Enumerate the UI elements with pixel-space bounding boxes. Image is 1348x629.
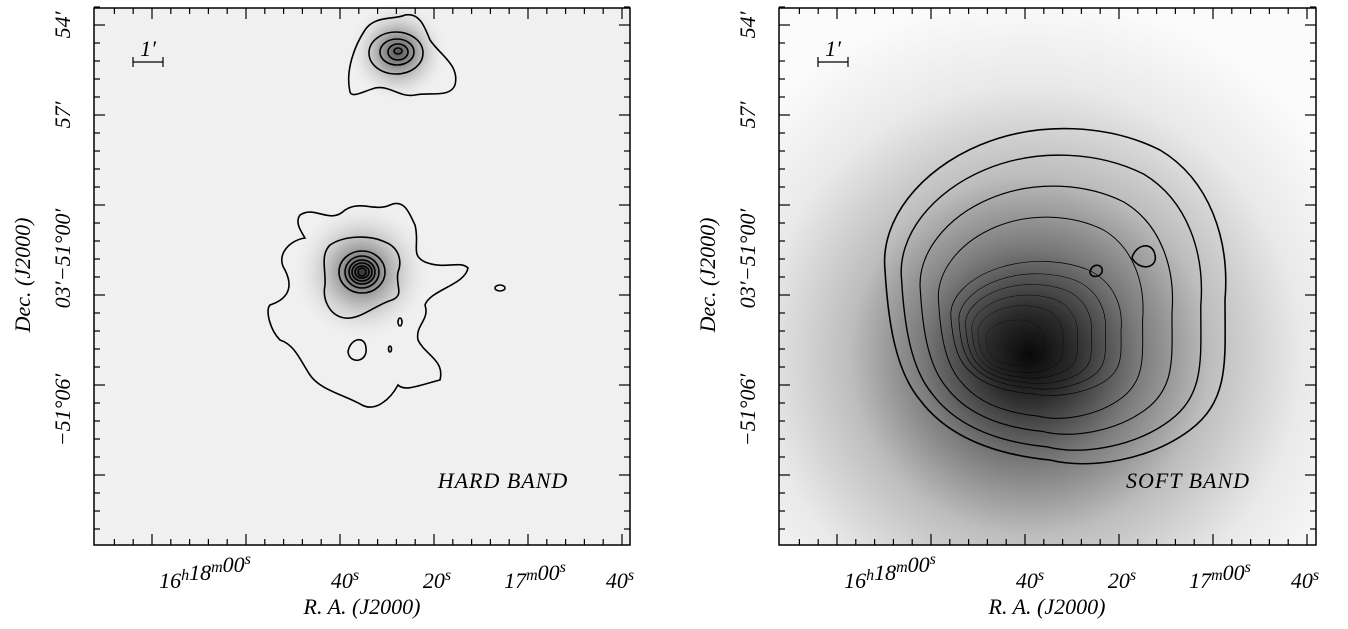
label-sup: s xyxy=(628,567,634,584)
label-sup: m xyxy=(1211,567,1223,584)
x-tick-label: 16h18m00s xyxy=(844,551,936,593)
label-sup: s xyxy=(245,551,251,568)
band-label: SOFT BAND xyxy=(1126,468,1250,493)
y-tick-label: 54′ xyxy=(735,10,760,38)
y-tick-label: −51°06′ xyxy=(735,373,760,447)
label-part: 20 xyxy=(1108,568,1130,593)
label-part: 40 xyxy=(331,568,353,593)
label-sup: s xyxy=(1130,567,1136,584)
scale-bar-label: 1′ xyxy=(140,36,157,61)
label-part: 17 xyxy=(1189,568,1212,593)
figure: 54′57′−51°00′03′−51°06′Dec. (J2000)16h18… xyxy=(0,0,1348,629)
label-sup: s xyxy=(930,551,936,568)
label-part: 00 xyxy=(1223,560,1245,585)
x-tick-label: 20s xyxy=(423,567,451,593)
x-tick-label: 40s xyxy=(331,567,359,593)
x-tick-label: 40s xyxy=(606,567,634,593)
label-part: 17 xyxy=(504,568,527,593)
label-sup: m xyxy=(526,567,538,584)
label-part: 40 xyxy=(1016,568,1038,593)
label-sup: h xyxy=(866,567,874,584)
y-tick-label: 57′ xyxy=(50,100,75,128)
label-part: 40 xyxy=(1291,568,1313,593)
y-tick-label: 54′ xyxy=(50,10,75,38)
x-tick-label: 16h18m00s xyxy=(159,551,251,593)
x-axis-title: R. A. (J2000) xyxy=(303,594,421,619)
label-part: 18 xyxy=(874,560,896,585)
label-part: 00 xyxy=(538,560,560,585)
label-sup: h xyxy=(181,567,189,584)
x-tick-label: 20s xyxy=(1108,567,1136,593)
y-tick-label: −51°00′ xyxy=(50,208,75,282)
y-tick-label: 57′ xyxy=(735,100,760,128)
label-sup: s xyxy=(445,567,451,584)
x-tick-label: 17m00s xyxy=(1189,559,1251,593)
label-sup: m xyxy=(211,559,223,576)
hard-glow xyxy=(250,180,490,420)
label-part: 00 xyxy=(908,552,930,577)
y-tick-label: −51°06′ xyxy=(50,373,75,447)
y-axis-title: Dec. (J2000) xyxy=(10,218,35,334)
label-sup: s xyxy=(353,567,359,584)
label-sup: s xyxy=(1313,567,1319,584)
x-tick-label: 40s xyxy=(1016,567,1044,593)
label-part: 20 xyxy=(423,568,445,593)
soft-image xyxy=(779,8,1316,545)
label-part: 16 xyxy=(159,568,181,593)
band-label: HARD BAND xyxy=(437,468,569,493)
label-part: 40 xyxy=(606,568,628,593)
label-part: 16 xyxy=(844,568,866,593)
scale-bar-label: 1′ xyxy=(825,36,842,61)
x-axis-title: R. A. (J2000) xyxy=(988,594,1106,619)
y-tick-label: 03′ xyxy=(735,280,760,308)
label-sup: s xyxy=(1038,567,1044,584)
x-tick-label: 17m00s xyxy=(504,559,566,593)
x-tick-label: 40s xyxy=(1291,567,1319,593)
label-part: 00 xyxy=(223,552,245,577)
y-tick-label: 03′ xyxy=(50,280,75,308)
y-tick-label: −51°00′ xyxy=(735,208,760,282)
label-sup: s xyxy=(1245,559,1251,576)
label-sup: m xyxy=(896,559,908,576)
y-axis-title: Dec. (J2000) xyxy=(695,218,720,334)
label-sup: s xyxy=(560,559,566,576)
label-part: 18 xyxy=(189,560,211,585)
